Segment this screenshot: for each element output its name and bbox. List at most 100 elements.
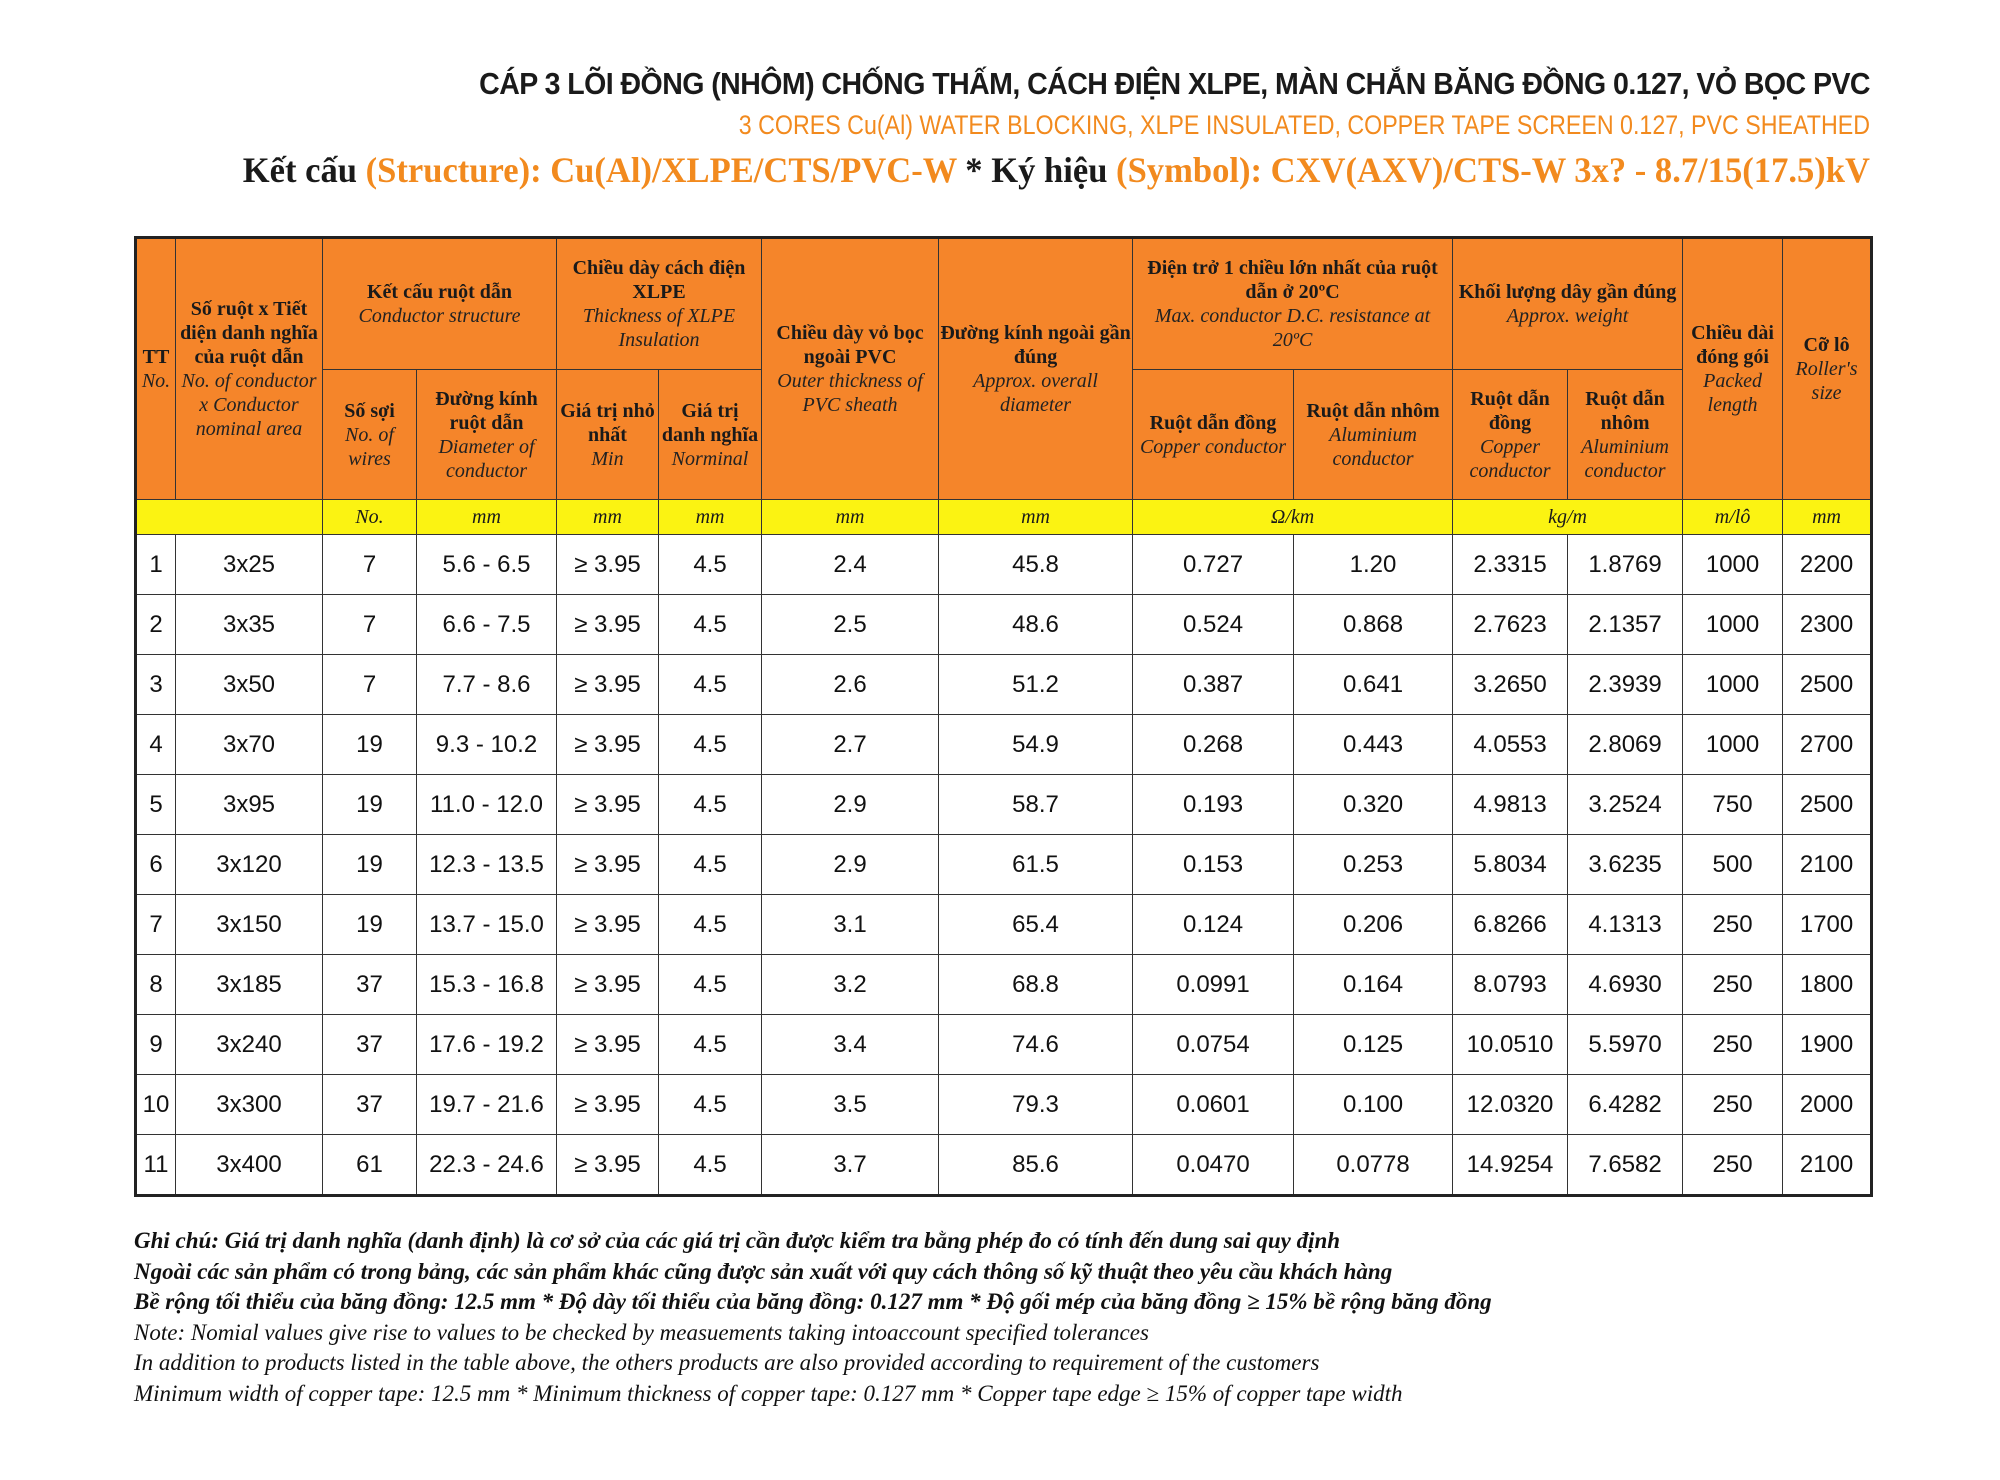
header-row-1: TT No. Số ruột x Tiết diện danh nghĩa của… — [135, 237, 1873, 500]
table-cell: 1 — [135, 534, 176, 595]
table-cell: 500 — [1682, 834, 1784, 895]
table-cell: 4.5 — [657, 894, 763, 955]
table-cell: 4.9813 — [1452, 774, 1569, 835]
table-cell: 2000 — [1782, 1074, 1873, 1135]
table-cell: 74.6 — [938, 1014, 1134, 1075]
table-cell: 0.0754 — [1132, 1014, 1295, 1075]
table-cell: 37 — [322, 1074, 417, 1135]
symbol-label: Ký hiệu — [991, 150, 1108, 190]
table-cell: 4.1313 — [1567, 894, 1684, 955]
table-cell: ≥ 3.95 — [556, 834, 659, 895]
table-cell: 0.868 — [1293, 594, 1454, 655]
note-vi-line: Ngoài các sản phẩm có trong bảng, các sả… — [134, 1258, 1393, 1284]
table-cell: 7 — [322, 594, 417, 655]
table-cell: 250 — [1682, 894, 1784, 955]
table-body: 1 3x25 7 5.6 - 6.5 ≥ 3.95 4.5 2.4 45.8 0.727 1.20… — [135, 534, 1873, 1196]
table-cell: 1900 — [1782, 1014, 1873, 1075]
table-cell: 0.727 — [1132, 534, 1295, 595]
table-cell: 0.124 — [1132, 894, 1295, 955]
table-cell: 3.2 — [761, 954, 940, 1015]
note-en-line: In addition to products listed in the ta… — [134, 1350, 1320, 1375]
table-cell: 37 — [322, 1014, 417, 1075]
table-row: 2 3x35 7 6.6 - 7.5 ≥ 3.95 4.5 2.5 48.6 0.524 0.86… — [135, 594, 1873, 655]
table-cell: 6.8266 — [1452, 894, 1569, 955]
table-cell: 5.8034 — [1452, 834, 1569, 895]
table-cell: 0.125 — [1293, 1014, 1454, 1075]
header-packed-length: Chiều dài đóng gói Packed length — [1682, 237, 1784, 500]
unit-cell: No. — [322, 499, 417, 535]
table-cell: 1700 — [1782, 894, 1873, 955]
table-cell: 4.5 — [657, 1074, 763, 1135]
table-row: 3 3x50 7 7.7 - 8.6 ≥ 3.95 4.5 2.6 51.2 0.387 0.64… — [135, 654, 1873, 715]
table-cell: 3.7 — [761, 1134, 940, 1196]
table-cell: 2700 — [1782, 714, 1873, 775]
table-cell: 58.7 — [938, 774, 1134, 835]
structure-symbol-line: Kết cấu (Structure): Cu(Al)/XLPE/CTS/PVC… — [243, 144, 1870, 196]
table-cell: ≥ 3.95 — [556, 954, 659, 1015]
table-row: 11 3x400 61 22.3 - 24.6 ≥ 3.95 4.5 3.7 85.6 0.04… — [135, 1134, 1873, 1196]
table-cell: 3.1 — [761, 894, 940, 955]
table-cell: ≥ 3.95 — [556, 534, 659, 595]
header-xlpe-thickness: Chiều dày cách điện XLPE Thickness of XLP… — [555, 237, 763, 370]
table-cell: 250 — [1682, 1134, 1784, 1196]
units-blank — [135, 499, 323, 535]
table-cell: 7 — [135, 894, 176, 955]
note-en-line: Minimum width of copper tape: 12.5 mm * … — [134, 1380, 1403, 1406]
table-cell: 19 — [322, 774, 417, 835]
table-cell: 0.0991 — [1132, 954, 1295, 1015]
separator: * — [956, 150, 992, 190]
table-cell: 1000 — [1682, 654, 1784, 715]
table-cell: 3x185 — [175, 954, 323, 1015]
table-cell: 48.6 — [938, 594, 1134, 655]
table-cell: 0.253 — [1293, 834, 1454, 895]
table-cell: 3x25 — [175, 534, 323, 595]
table-cell: 13.7 - 15.0 — [416, 894, 557, 955]
table-cell: 250 — [1682, 954, 1784, 1015]
table-cell: 2500 — [1782, 774, 1873, 835]
header-row-2: Số sợi No. of wires Đường kính ruột dẫn Di… — [136, 369, 1872, 500]
table-cell: 2.7 — [761, 714, 940, 775]
table-cell: 65.4 — [938, 894, 1134, 955]
table-cell: 17.6 - 19.2 — [416, 1014, 557, 1075]
unit-cell: mm — [416, 499, 557, 535]
table-cell: 45.8 — [938, 534, 1134, 595]
table-cell: 0.443 — [1293, 714, 1454, 775]
unit-cell: mm — [761, 499, 940, 535]
page-header: CÁP 3 LÕI ĐỒNG (NHÔM) CHỐNG THẤM, CÁCH Đ… — [175, 62, 1871, 196]
table-cell: 10 — [135, 1074, 176, 1135]
table-cell: 3x400 — [175, 1134, 323, 1196]
header-roller-size: Cỡ lô Roller's size — [1782, 237, 1873, 500]
table-cell: 9.3 - 10.2 — [416, 714, 557, 775]
header-overall-diameter: Đường kính ngoài gần đúng Approx. overall… — [938, 237, 1134, 500]
table-cell: 2.1357 — [1567, 594, 1684, 655]
structure-value: (Structure): Cu(Al)/XLPE/CTS/PVC-W — [365, 150, 957, 190]
table-cell: 3x70 — [175, 714, 323, 775]
table-cell: 2.9 — [761, 834, 940, 895]
table-cell: 3x50 — [175, 654, 323, 715]
table-cell: 0.268 — [1132, 714, 1295, 775]
table-cell: 11.0 - 12.0 — [416, 774, 557, 835]
table-cell: 6 — [135, 834, 176, 895]
table-cell: ≥ 3.95 — [556, 1134, 659, 1196]
table-cell: 3x150 — [175, 894, 323, 955]
table-cell: 250 — [1682, 1074, 1784, 1135]
table-cell: 4.5 — [657, 534, 763, 595]
table-cell: 37 — [322, 954, 417, 1015]
title-english: 3 CORES Cu(Al) WATER BLOCKING, XLPE INSU… — [738, 110, 1870, 140]
table-cell: ≥ 3.95 — [556, 654, 659, 715]
table-row: 10 3x300 37 19.7 - 21.6 ≥ 3.95 4.5 3.5 79.3 0.06… — [135, 1074, 1873, 1135]
table-row: 9 3x240 37 17.6 - 19.2 ≥ 3.95 4.5 3.4 74.6 0.075… — [135, 1014, 1873, 1075]
table-cell: 2500 — [1782, 654, 1873, 715]
table-cell: 11 — [135, 1134, 176, 1196]
table-cell: 3.4 — [761, 1014, 940, 1075]
table-cell: 4.5 — [657, 954, 763, 1015]
table-row: 4 3x70 19 9.3 - 10.2 ≥ 3.95 4.5 2.7 54.9 0.268 0.… — [135, 714, 1873, 775]
table-cell: 2300 — [1782, 594, 1873, 655]
symbol-value: (Symbol): CXV(AXV)/CTS-W 3x? - 8.7/15(17… — [1116, 150, 1870, 190]
header-pvc-thickness: Chiều dày vỏ bọc ngoài PVC Outer thicknes… — [761, 237, 940, 500]
header-weight: Khối lượng dây gần đúng Approx. weight — [1452, 237, 1684, 370]
table-cell: 14.9254 — [1452, 1134, 1569, 1196]
table-row: 5 3x95 19 11.0 - 12.0 ≥ 3.95 4.5 2.9 58.7 0.193 0… — [135, 774, 1873, 835]
table-cell: 0.320 — [1293, 774, 1454, 835]
table-cell: 4.5 — [657, 654, 763, 715]
